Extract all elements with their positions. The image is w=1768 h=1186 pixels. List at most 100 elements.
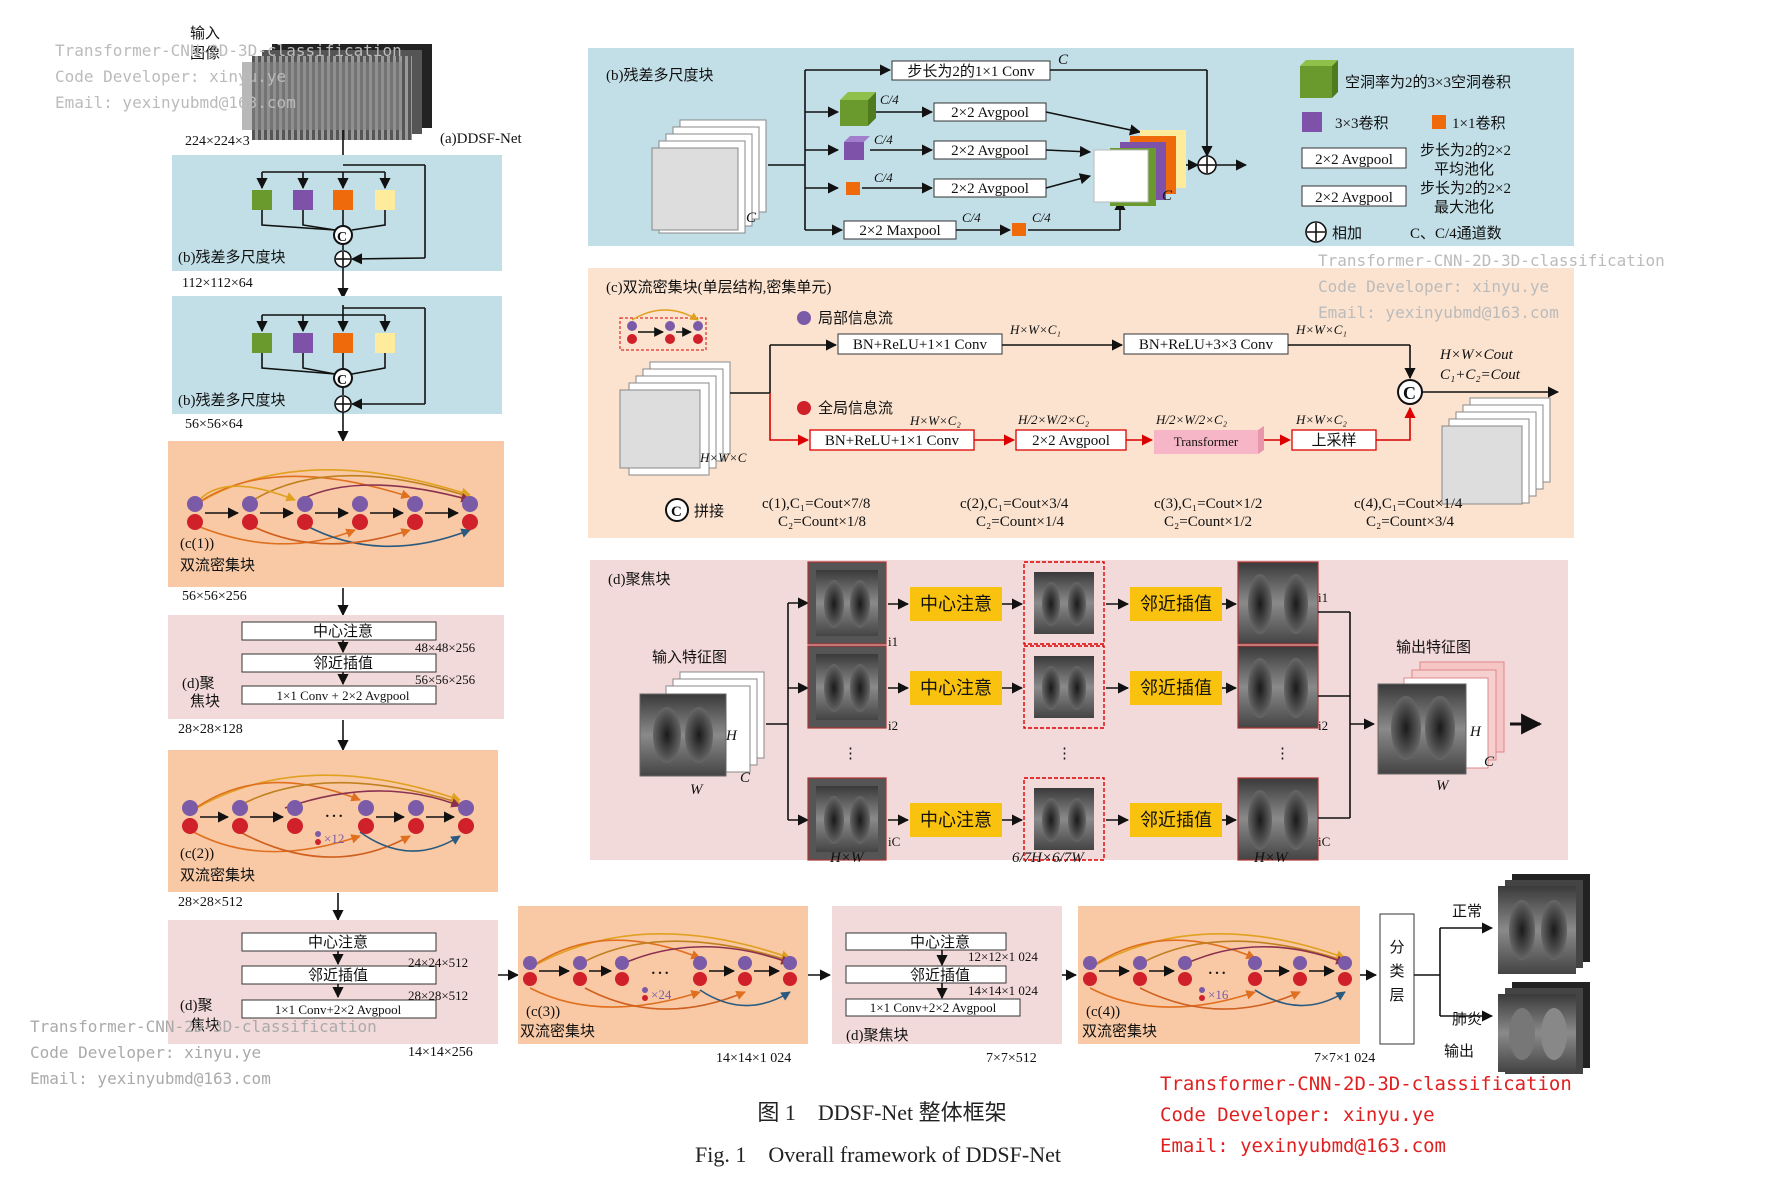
focus-dots-3: ⋮ [1275,746,1290,762]
focus1-center-size: 48×48×256 [415,640,476,655]
crop-region [1023,645,1105,729]
input-size: 224×224×3 [185,134,250,149]
res-c-concat: C [1162,188,1173,204]
variant-3b: C₂=Count×1/2 [1164,514,1252,530]
res-c4-4: C/4 [962,210,981,225]
dual-hwc2b: H/2×W/2×C₂ [1017,412,1090,427]
node-local [232,800,248,816]
focus-i1-left: i1 [888,634,898,649]
dilated-conv-icon [252,333,272,353]
focus1-center: 中心注意 [313,622,373,640]
dual-out2: C₁+C₂=Cout [1440,367,1521,383]
dense1-name: 双流密集块 [180,557,255,574]
node-local [182,800,198,816]
svg-text:Transformer-CNN-2D-3D-classifi: Transformer-CNN-2D-3D-classification [1318,251,1665,270]
legend-add: 相加 [1332,225,1362,242]
focus1-conv: 1×1 Conv + 2×2 Avgpool [277,688,410,703]
dual-upsample: 上采样 [1311,432,1356,449]
node-local [783,956,797,970]
dual-block-detail: C C [588,268,1574,538]
focus3-size: 7×7×512 [986,1051,1037,1066]
mini-node-local [665,321,675,331]
res-block-2: C [172,296,502,414]
dual-local-conv1: BN+ReLU+1×1 Conv [853,337,988,353]
svg-text:Email: yexinyubmd@163.com: Email: yexinyubmd@163.com [1160,1135,1446,1157]
focus3-center: 中心注意 [910,933,970,951]
caption-en: Fig. 1 Overall framework of DDSF-Net [695,1142,1061,1167]
legend-max-desc1: 步长为2的2×2 [1420,180,1511,197]
focus1-label-1: (d)聚 [182,676,215,692]
res2-size: 56×56×64 [185,417,243,432]
node-local [693,956,707,970]
res-c4-3: C/4 [874,170,893,185]
node-global [1338,972,1352,986]
node-local [1133,956,1147,970]
res-c4-5: C/4 [1032,210,1051,225]
res1-label: (b)残差多尺度块 [178,249,286,266]
dense2-size: 28×28×512 [178,895,243,910]
focus1-interp: 邻近插值 [313,655,373,672]
dense2-repeat: ×12 [324,831,344,846]
res-avgpool-1: 2×2 Avgpool [951,105,1029,121]
focus-block-1 [168,615,504,719]
focus-block-3 [832,906,1062,1044]
res-title: (b)残差多尺度块 [606,67,714,84]
dense2-label: (c(2)) [180,846,214,862]
node-global [458,818,474,834]
node-global [187,514,203,530]
node-global [408,818,424,834]
focus-size-3: H×W [1253,850,1289,866]
watermark-top-right: Transformer-CNN-2D-3D-classification Cod… [1318,251,1665,322]
res-avgpool-2: 2×2 Avgpool [951,143,1029,159]
dual-hwc2c: H/2×W/2×C₂ [1155,412,1228,427]
interp-box [1130,803,1222,837]
crop-region [1023,561,1105,645]
node-local [407,496,423,512]
node-local [1178,956,1192,970]
dense3-ellipsis: … [650,957,670,979]
node-global [358,818,374,834]
node-local [297,496,313,512]
input-label-1: 输入 [190,25,220,42]
dense3-label: (c(3)) [526,1004,560,1020]
node-local [1338,956,1352,970]
node-global [523,972,537,986]
mini-node-global [693,334,703,344]
label-normal: 正常 [1452,903,1482,920]
focus-ic-left: iC [888,834,900,849]
focus-block-2 [168,920,498,1044]
node-local [523,956,537,970]
svg-text:Email: yexinyubmd@163.com: Email: yexinyubmd@163.com [55,93,296,112]
variant-4b: C₂=Count×3/4 [1366,514,1454,530]
legend-avg-box: 2×2 Avgpool [1315,152,1393,168]
conv1-icon [333,333,353,353]
svg-text:C: C [337,373,347,388]
interp-label: 邻近插值 [1140,678,1212,698]
legend-channels: C、C/4通道数 [1410,225,1502,242]
node-local [352,496,368,512]
dense4-name: 双流密集块 [1082,1023,1157,1040]
network-label: (a)DDSF-Net [440,131,522,147]
dense4-repeat: ×16 [1208,987,1229,1002]
dual-hwc2d: H×W×C₂ [1295,412,1347,427]
dual-global-conv1: BN+ReLU+1×1 Conv [825,433,960,449]
res-c-input: C [746,210,757,226]
focus-ic-right: iC [1318,834,1330,849]
svg-text:Email: yexinyubmd@163.com: Email: yexinyubmd@163.com [30,1069,271,1088]
node-global [783,972,797,986]
focus3-conv: 1×1 Conv+2×2 Avgpool [870,1000,997,1015]
variant-2b: C₂=Count×1/4 [976,514,1064,530]
node-global [1083,972,1097,986]
conv3-icon [293,190,313,210]
watermark-top-left: Transformer-CNN-2D-3D-classification Cod… [55,41,402,112]
interp-box [1130,671,1222,705]
node-global [693,972,707,986]
focus-h-out: H [1469,724,1482,740]
center-attention-label: 中心注意 [920,594,992,614]
node-global [297,514,313,530]
mini-node-local [627,321,637,331]
focus-title: (d)聚焦块 [608,571,671,588]
focus2-center-size: 24×24×512 [408,955,468,970]
focus-size-1: H×W [829,850,865,866]
